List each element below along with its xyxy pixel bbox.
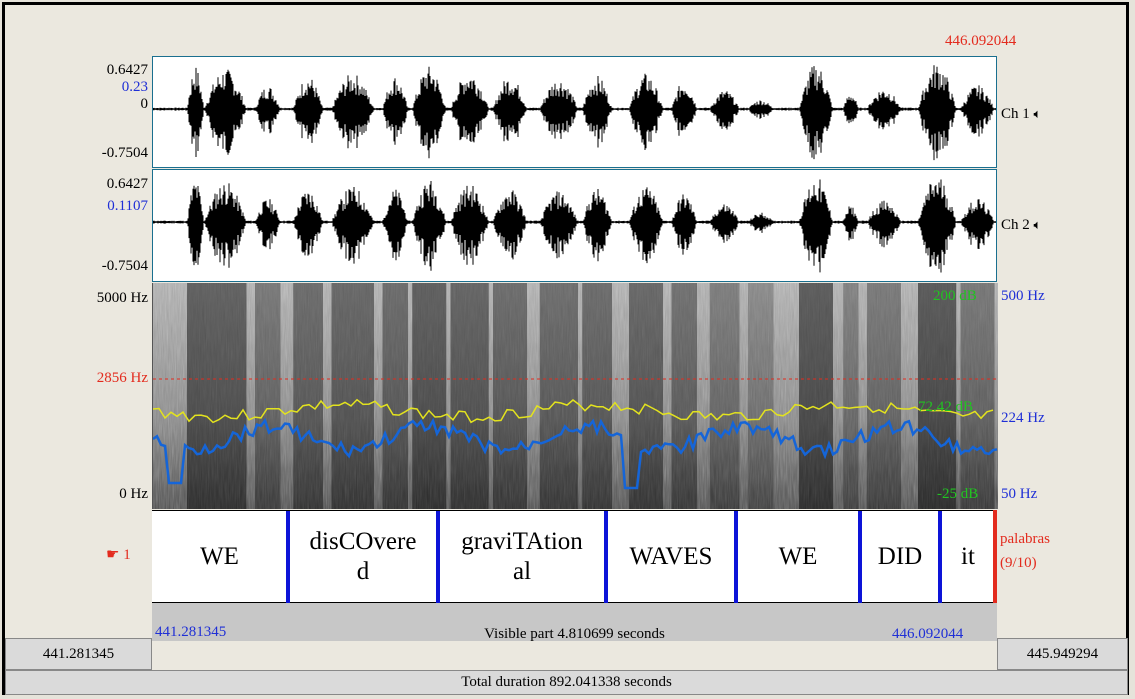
formant-band <box>539 283 578 509</box>
interval-word[interactable]: disCOvere d <box>290 511 436 603</box>
channel2-waveform[interactable] <box>152 169 997 282</box>
ch1-max-label: 0.6427 <box>106 62 148 78</box>
interval-text: WAVES <box>629 543 713 570</box>
formant-band <box>412 283 447 509</box>
formant-band <box>255 283 281 509</box>
window-end-time: 446.092044 <box>892 626 964 642</box>
tier-count: (9/10) <box>1000 555 1037 571</box>
formant-band <box>748 283 774 509</box>
spectrogram-svg <box>153 283 998 509</box>
formant-band <box>293 283 323 509</box>
interval-boundary[interactable] <box>938 511 942 604</box>
formant-band <box>799 283 833 509</box>
formant-band <box>187 283 204 509</box>
cursor-boundary <box>993 510 997 603</box>
formant-band <box>629 283 663 509</box>
ch2-label[interactable]: Ch 2 🔈︎ <box>1001 217 1041 234</box>
visible-part-bar[interactable] <box>152 603 997 641</box>
interval-text-line2: al <box>512 558 532 585</box>
interval-text: WE <box>200 543 239 570</box>
formant-band <box>382 283 408 509</box>
intensity-curve <box>153 398 994 424</box>
freq-cursor-label: 2856 Hz <box>96 370 148 386</box>
interval-boundary[interactable] <box>858 511 862 604</box>
ch1-min-label: -0.7504 <box>101 145 148 161</box>
channel1-waveform-path <box>153 65 996 161</box>
ch1-cursor-value: 0.23 <box>121 79 148 95</box>
formant-band <box>582 283 612 509</box>
interval-word[interactable]: DID <box>862 511 938 603</box>
ch2-cursor-value: 0.1107 <box>107 198 148 214</box>
visible-part-label: Visible part 4.810699 seconds <box>484 626 665 642</box>
freq-min-label: 0 Hz <box>119 486 148 502</box>
channel1-waveform-svg <box>153 65 996 161</box>
tier-interval-row[interactable]: WE disCOvere d graviTAtion al WAVES WE DID… <box>152 510 997 604</box>
formant-band <box>493 283 527 509</box>
spectrogram[interactable] <box>152 283 998 509</box>
intensity-min-label: -25 dB <box>937 486 979 502</box>
formant-band <box>450 283 489 509</box>
interval-word[interactable]: graviTAtion al <box>440 511 604 603</box>
interval-text: disCOvere <box>309 528 417 555</box>
interval-text-line2: d <box>356 558 370 585</box>
formant-band <box>709 283 740 509</box>
channel2-waveform-svg <box>153 179 996 273</box>
tier-number[interactable]: ☛ 1 <box>106 545 131 564</box>
interval-boundary[interactable] <box>436 511 440 604</box>
spectrogram-formant-bands <box>187 283 995 509</box>
formant-band <box>843 283 859 509</box>
ch2-label-text: Ch 2 <box>1001 217 1030 233</box>
left-time-button[interactable]: 441.281345 <box>5 638 152 670</box>
spectrogram-texture <box>153 283 998 509</box>
ch1-label[interactable]: Ch 1 🔈︎ <box>1001 106 1041 123</box>
interval-word[interactable]: WE <box>738 511 858 603</box>
interval-text: WE <box>778 543 818 570</box>
formant-band <box>867 283 901 509</box>
pitch-min-label: 50 Hz <box>1001 486 1038 502</box>
ch2-max-label: 0.6427 <box>106 176 148 192</box>
freq-max-label: 5000 Hz <box>96 290 148 306</box>
interval-word[interactable]: WE <box>152 511 287 603</box>
interval-boundary[interactable] <box>286 511 290 604</box>
total-duration-bar[interactable]: Total duration 892.041338 seconds <box>5 670 1128 695</box>
formant-band <box>204 283 247 509</box>
intensity-max-label: 200 dB <box>933 288 977 304</box>
tier-name-label[interactable]: palabras (9/10) <box>1000 527 1050 575</box>
formant-band <box>918 283 957 509</box>
channel1-waveform[interactable] <box>152 56 997 168</box>
intensity-cursor-label: 72.42 dB <box>918 399 974 415</box>
formant-band <box>671 283 697 509</box>
interval-word[interactable]: it <box>942 511 994 603</box>
pitch-cursor-label: 224 Hz <box>1001 410 1045 426</box>
pitch-curve <box>153 417 998 490</box>
interval-boundary[interactable] <box>604 511 608 604</box>
interval-text: graviTAtion <box>461 528 583 555</box>
right-time-button[interactable]: 445.949294 <box>997 638 1128 670</box>
ch2-min-label: -0.7504 <box>101 258 148 274</box>
ch1-zero-label: 0 <box>140 96 149 112</box>
formant-band <box>331 283 374 509</box>
ch1-label-text: Ch 1 <box>1001 106 1030 122</box>
speaker-icon[interactable]: 🔈︎ <box>1033 106 1042 121</box>
tier-name: palabras <box>1000 531 1050 547</box>
pointing-hand-icon: ☛ <box>106 547 120 563</box>
formant-band <box>960 283 995 509</box>
interval-text: DID <box>877 543 923 570</box>
tier-number-text: 1 <box>123 547 131 563</box>
speaker-icon[interactable]: 🔈︎ <box>1033 217 1042 232</box>
interval-word[interactable]: WAVES <box>608 511 734 603</box>
interval-text: it <box>961 543 975 570</box>
selection-end-time: 446.092044 <box>945 33 1017 49</box>
interval-boundary[interactable] <box>734 511 738 604</box>
window-start-time: 441.281345 <box>155 624 227 640</box>
channel2-waveform-path <box>153 179 996 273</box>
pitch-max-label: 500 Hz <box>1001 288 1045 304</box>
